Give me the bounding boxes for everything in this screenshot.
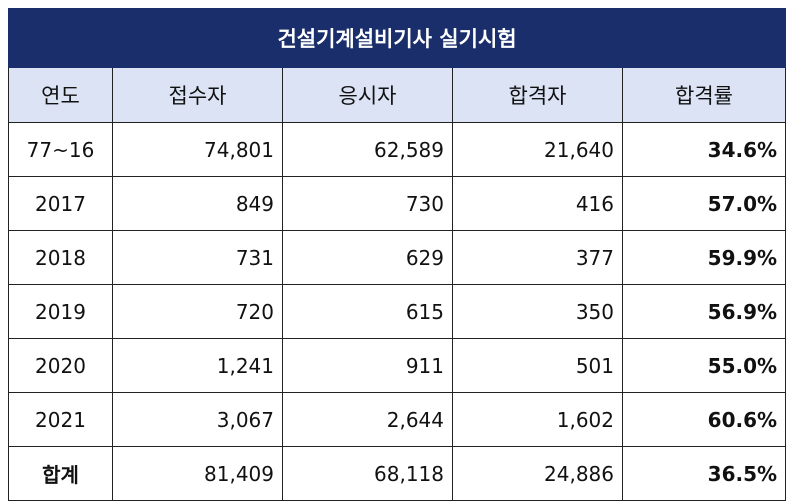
header-passers: 합격자 <box>452 67 623 123</box>
cell-pass-rate: 59.9% <box>621 230 787 285</box>
cell-applicants: 849 <box>112 176 283 231</box>
total-row: 합계 81,409 68,118 24,886 36.5% <box>8 446 787 501</box>
cell-passers: 350 <box>452 284 623 339</box>
cell-applicants: 3,067 <box>112 392 283 447</box>
header-year: 연도 <box>8 67 113 123</box>
header-examinees: 응시자 <box>282 67 453 123</box>
cell-year: 2018 <box>8 230 113 285</box>
table-row: 77~16 74,801 62,589 21,640 34.6% <box>8 122 787 177</box>
table-row: 2020 1,241 911 501 55.0% <box>8 338 787 393</box>
exam-stats-table: 건설기계설비기사 실기시험 연도 접수자 응시자 합격자 합격률 77~16 7… <box>7 8 787 501</box>
cell-examinees: 62,589 <box>282 122 453 177</box>
cell-pass-rate: 55.0% <box>621 338 787 393</box>
cell-total-applicants: 81,409 <box>112 446 283 501</box>
cell-examinees: 2,644 <box>282 392 453 447</box>
cell-applicants: 731 <box>112 230 283 285</box>
cell-passers: 377 <box>452 230 623 285</box>
cell-total-pass-rate: 36.5% <box>621 446 787 501</box>
title-row: 건설기계설비기사 실기시험 <box>7 8 787 68</box>
cell-year: 2021 <box>8 392 113 447</box>
header-applicants: 접수자 <box>112 67 283 123</box>
cell-year: 2020 <box>8 338 113 393</box>
cell-examinees: 730 <box>282 176 453 231</box>
cell-total-examinees: 68,118 <box>282 446 453 501</box>
cell-total-passers: 24,886 <box>452 446 623 501</box>
stats-table-container: 건설기계설비기사 실기시험 연도 접수자 응시자 합격자 합격률 77~16 7… <box>7 8 787 501</box>
table-row: 2021 3,067 2,644 1,602 60.6% <box>8 392 787 447</box>
cell-year: 2017 <box>8 176 113 231</box>
cell-examinees: 629 <box>282 230 453 285</box>
table-row: 2019 720 615 350 56.9% <box>8 284 787 339</box>
cell-passers: 501 <box>452 338 623 393</box>
cell-applicants: 74,801 <box>112 122 283 177</box>
cell-pass-rate: 60.6% <box>621 392 787 447</box>
table-title: 건설기계설비기사 실기시험 <box>7 8 787 68</box>
cell-passers: 21,640 <box>452 122 623 177</box>
table-row: 2017 849 730 416 57.0% <box>8 176 787 231</box>
cell-year: 77~16 <box>8 122 113 177</box>
cell-applicants: 720 <box>112 284 283 339</box>
cell-pass-rate: 57.0% <box>621 176 787 231</box>
cell-pass-rate: 34.6% <box>621 122 787 177</box>
cell-examinees: 911 <box>282 338 453 393</box>
cell-applicants: 1,241 <box>112 338 283 393</box>
cell-examinees: 615 <box>282 284 453 339</box>
cell-total-label: 합계 <box>8 446 113 501</box>
cell-year: 2019 <box>8 284 113 339</box>
table-row: 2018 731 629 377 59.9% <box>8 230 787 285</box>
cell-passers: 1,602 <box>452 392 623 447</box>
header-pass-rate: 합격률 <box>621 67 787 123</box>
header-row: 연도 접수자 응시자 합격자 합격률 <box>8 67 787 123</box>
cell-passers: 416 <box>452 176 623 231</box>
cell-pass-rate: 56.9% <box>621 284 787 339</box>
